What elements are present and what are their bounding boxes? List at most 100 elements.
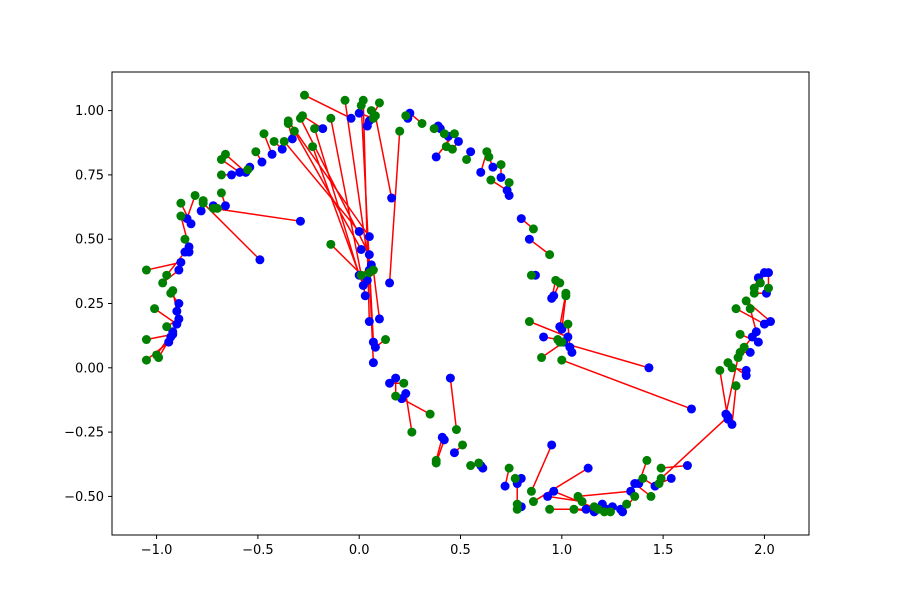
y-tick-label: 0.75	[75, 168, 104, 183]
target-point	[340, 95, 350, 105]
link-line	[731, 385, 737, 425]
source-point	[583, 463, 593, 473]
link-line	[313, 128, 360, 276]
target-point	[638, 473, 648, 483]
source-point	[318, 124, 328, 134]
link-line	[561, 359, 692, 410]
source-point	[387, 193, 397, 203]
target-point	[162, 322, 172, 332]
target-point	[451, 425, 461, 435]
source-point	[174, 299, 184, 308]
target-point	[755, 278, 765, 288]
source-point	[385, 278, 395, 288]
target-point	[401, 111, 411, 121]
x-tick-label: −1.0	[141, 543, 173, 558]
x-tick-label: 1.0	[551, 543, 572, 558]
source-point	[516, 214, 526, 224]
target-point	[439, 129, 449, 139]
source-point	[168, 327, 178, 337]
target-point	[381, 335, 391, 345]
source-point	[618, 507, 628, 517]
source-point	[368, 358, 378, 368]
target-point	[731, 304, 741, 314]
source-point	[184, 247, 194, 257]
link-line	[529, 320, 569, 338]
target-point	[735, 329, 745, 339]
target-point	[190, 190, 200, 200]
source-point	[364, 250, 374, 260]
target-point	[176, 211, 186, 221]
y-tick-label: 0.25	[75, 297, 104, 312]
source-point	[362, 275, 372, 285]
target-point	[310, 124, 320, 134]
target-point	[417, 118, 427, 128]
target-point	[474, 458, 484, 468]
target-point	[526, 486, 536, 496]
source-point	[385, 378, 395, 388]
x-axis: −1.0 −0.5 0.0 0.5 1.0 1.5 2.0	[141, 535, 775, 558]
source-point	[524, 234, 534, 244]
source-point	[751, 327, 761, 337]
target-point	[243, 165, 253, 175]
source-point	[364, 317, 374, 327]
target-point	[545, 504, 555, 514]
target-point	[198, 198, 208, 208]
source-point	[500, 481, 510, 491]
target-point	[289, 126, 299, 136]
target-point	[431, 458, 441, 468]
target-point	[563, 319, 573, 329]
target-point	[642, 455, 652, 465]
source-point	[488, 162, 498, 172]
link-line	[533, 467, 589, 503]
target-point	[208, 203, 218, 213]
target-point	[537, 353, 547, 363]
source-point	[431, 152, 441, 162]
target-point	[496, 160, 506, 170]
link-line	[530, 444, 553, 492]
target-point	[466, 461, 476, 471]
link-line	[735, 307, 765, 325]
target-point	[741, 296, 751, 306]
source-point	[453, 136, 463, 146]
source-point	[741, 365, 751, 375]
link-line	[344, 100, 371, 271]
target-point	[356, 100, 366, 110]
target-point	[462, 154, 472, 164]
source-point	[220, 201, 230, 211]
source-point	[196, 206, 206, 216]
source-point	[539, 332, 549, 342]
target-point	[557, 355, 567, 365]
link-line	[287, 120, 370, 238]
target-point	[745, 304, 755, 314]
target-point	[656, 473, 666, 483]
target-point	[545, 250, 555, 260]
source-point	[277, 144, 287, 154]
link-line	[154, 308, 178, 325]
source-point	[753, 337, 763, 347]
target-point	[141, 355, 151, 365]
target-point	[429, 124, 439, 134]
target-point	[141, 265, 151, 275]
target-point	[150, 304, 160, 314]
source-point	[346, 113, 356, 123]
target-point	[715, 365, 725, 375]
source-point	[543, 491, 553, 501]
target-point	[283, 116, 293, 126]
source-point	[267, 149, 277, 159]
target-point	[295, 113, 305, 123]
link-line	[372, 269, 381, 320]
source-point	[354, 226, 364, 236]
source-point	[255, 255, 265, 265]
source-point	[374, 314, 384, 324]
target-point	[269, 136, 279, 146]
source-point	[476, 167, 486, 177]
source-point	[644, 363, 654, 373]
source-point	[445, 373, 455, 383]
link-line	[449, 378, 458, 430]
source-point	[174, 265, 184, 275]
source-point	[370, 342, 380, 352]
link-line	[166, 251, 186, 276]
target-point	[447, 144, 457, 154]
y-tick-label: −0.25	[64, 426, 104, 441]
